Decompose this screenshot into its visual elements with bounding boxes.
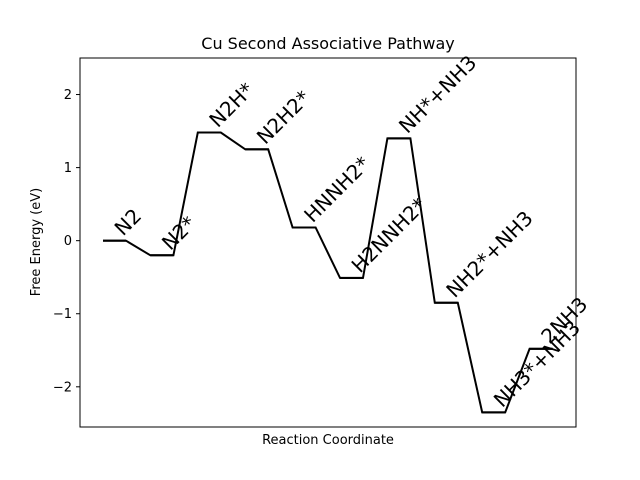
y-tick-label-1: 1 bbox=[64, 161, 72, 176]
energy-profile-line bbox=[103, 131, 553, 414]
y-tick-label-4: −2 bbox=[53, 380, 72, 395]
y-tick-label-2: 0 bbox=[64, 234, 72, 249]
y-tick-label-0: 2 bbox=[64, 88, 72, 103]
y-axis: 2 1 0 −1 −2 bbox=[53, 88, 80, 395]
chart-title: Cu Second Associative Pathway bbox=[201, 34, 454, 53]
plot-area-frame bbox=[79, 57, 577, 428]
y-tick-label-3: −1 bbox=[53, 307, 72, 322]
x-axis-label: Reaction Coordinate bbox=[262, 433, 394, 448]
energy-path-group bbox=[103, 131, 553, 414]
y-axis-label: Free Energy (eV) bbox=[29, 188, 44, 296]
